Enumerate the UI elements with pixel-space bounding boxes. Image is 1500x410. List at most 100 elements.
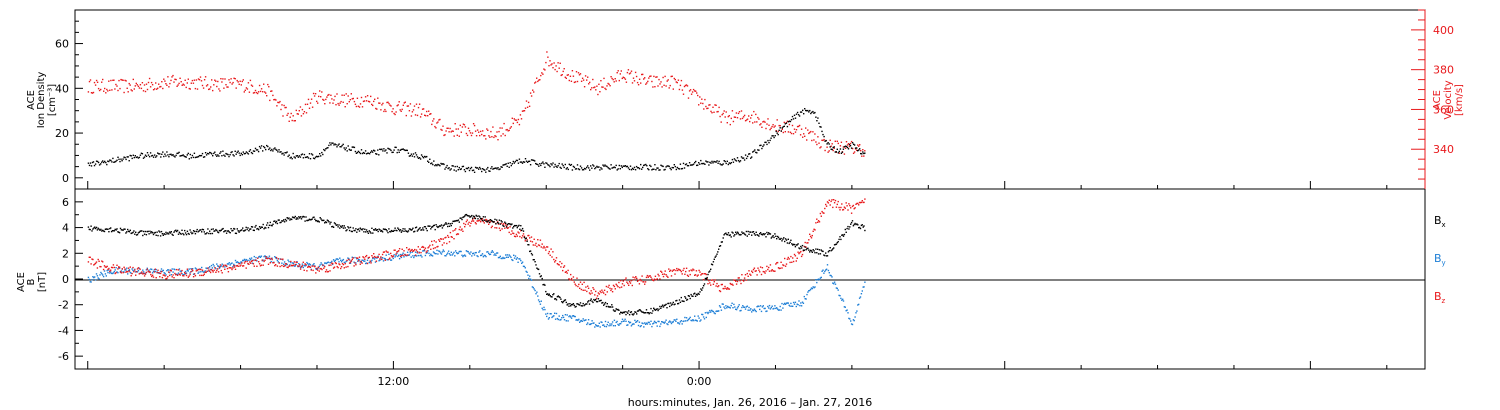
density-point — [598, 166, 600, 168]
bx-point — [221, 228, 223, 230]
bx-point — [569, 303, 571, 305]
bz-point — [449, 231, 452, 234]
velocity-point — [116, 85, 118, 87]
bx-point — [546, 293, 549, 295]
velocity-point — [292, 115, 294, 117]
velocity-point — [91, 92, 94, 94]
by-point — [493, 254, 495, 256]
bz-point — [135, 274, 137, 276]
by-point — [347, 257, 349, 259]
by-point — [199, 268, 201, 270]
velocity-point — [422, 108, 425, 110]
bz-point — [446, 242, 448, 245]
bz-point — [776, 262, 778, 264]
density-point — [710, 162, 712, 164]
density-point — [333, 144, 335, 146]
bx-point — [814, 252, 816, 254]
bx-point — [184, 229, 186, 232]
by-point — [835, 287, 838, 289]
by-point — [488, 253, 491, 256]
bz-point — [784, 257, 786, 260]
density-point — [493, 167, 495, 170]
bx-point — [784, 238, 787, 240]
velocity-point — [753, 110, 755, 113]
bx-point — [360, 228, 362, 230]
bx-point — [217, 231, 220, 234]
bz-point — [756, 274, 758, 276]
bz-point — [819, 212, 822, 215]
by-point — [852, 319, 855, 321]
bz-point — [523, 235, 526, 238]
density-point — [305, 156, 308, 158]
bz-point — [176, 268, 178, 271]
bx-point — [610, 306, 612, 308]
density-point — [546, 162, 548, 165]
density-point — [397, 149, 399, 151]
by-point — [381, 257, 384, 259]
density-point — [268, 148, 270, 151]
bz-point — [594, 294, 596, 296]
density-point — [252, 150, 255, 152]
velocity-point — [632, 77, 635, 79]
bx-point — [708, 271, 710, 273]
density-point — [364, 150, 367, 152]
bx-point — [537, 268, 539, 270]
by-point — [373, 258, 376, 260]
density-point — [95, 160, 98, 162]
by-point — [159, 272, 161, 275]
density-point — [719, 163, 721, 165]
density-point — [391, 151, 393, 154]
bx-point — [343, 225, 345, 227]
bz-point — [719, 290, 722, 293]
bz-point — [520, 230, 522, 232]
velocity-point — [751, 114, 753, 116]
velocity-point — [631, 82, 634, 84]
b-y-tick-label: 6 — [62, 196, 69, 209]
by-point — [547, 318, 550, 320]
velocity-point — [509, 127, 511, 129]
bz-point — [636, 280, 639, 282]
by-point — [92, 276, 94, 278]
bz-point — [334, 262, 337, 264]
velocity-point — [200, 80, 203, 82]
velocity-point — [854, 148, 857, 150]
density-point — [523, 161, 526, 163]
bz-point — [214, 267, 216, 269]
density-point — [587, 165, 589, 167]
bz-point — [192, 269, 194, 272]
bz-point — [457, 233, 460, 235]
bz-point — [318, 270, 320, 272]
density-point — [231, 151, 233, 153]
bz-point — [667, 276, 669, 278]
by-point — [827, 269, 830, 272]
bz-point — [856, 202, 858, 205]
by-point — [106, 269, 108, 272]
by-point — [370, 261, 372, 263]
density-point — [627, 167, 630, 169]
velocity-point — [807, 129, 809, 131]
bz-point — [837, 200, 839, 203]
velocity-point — [683, 85, 686, 88]
by-point — [390, 259, 392, 261]
bz-point — [88, 256, 90, 258]
by-point — [844, 306, 846, 308]
bz-point — [93, 264, 95, 266]
density-point — [829, 146, 831, 148]
by-point — [275, 257, 278, 260]
density-point — [151, 154, 154, 157]
velocity-point — [579, 73, 582, 75]
by-point — [595, 325, 598, 327]
velocity-point — [832, 149, 834, 152]
bz-point — [669, 269, 672, 271]
density-point — [553, 166, 555, 168]
velocity-point — [657, 85, 659, 87]
bz-point — [291, 264, 293, 267]
velocity-point — [318, 95, 320, 98]
velocity-point — [191, 79, 194, 82]
bz-point — [432, 247, 435, 250]
by-point — [737, 305, 739, 308]
bx-point — [136, 233, 139, 236]
bx-point — [841, 234, 843, 236]
bx-point — [191, 232, 193, 235]
density-point — [282, 152, 284, 154]
